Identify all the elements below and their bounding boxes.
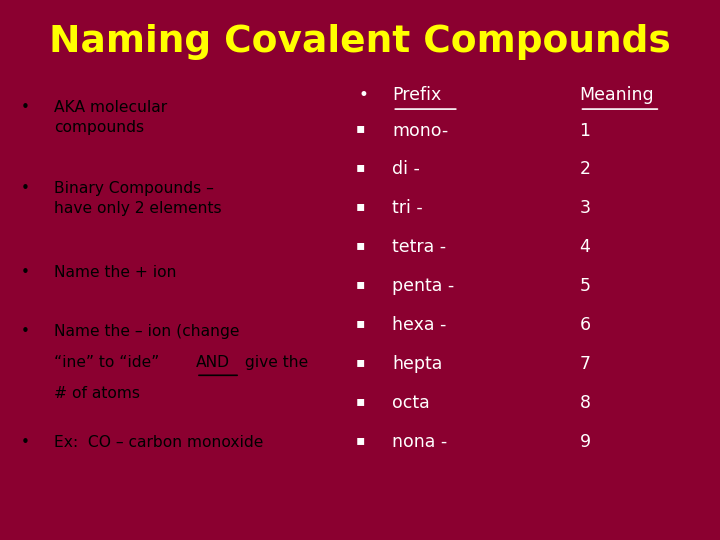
Text: di -: di -	[392, 160, 420, 178]
Text: hexa -: hexa -	[392, 316, 447, 334]
Text: •: •	[21, 100, 30, 115]
Text: Ex:  CO – carbon monoxide: Ex: CO – carbon monoxide	[54, 435, 264, 450]
Text: give the: give the	[240, 355, 308, 370]
Text: 3: 3	[580, 199, 590, 217]
Text: ▪: ▪	[355, 394, 365, 408]
Text: Meaning: Meaning	[580, 86, 654, 104]
Text: mono-: mono-	[392, 122, 449, 139]
Text: tetra -: tetra -	[392, 238, 446, 256]
Text: ▪: ▪	[355, 160, 365, 174]
Text: ▪: ▪	[355, 433, 365, 447]
Text: penta -: penta -	[392, 277, 454, 295]
Text: nona -: nona -	[392, 433, 448, 450]
Text: AND: AND	[196, 355, 230, 370]
Text: 4: 4	[580, 238, 590, 256]
Text: “ine” to “ide”: “ine” to “ide”	[54, 355, 164, 370]
Text: Prefix: Prefix	[392, 86, 441, 104]
Text: •: •	[21, 435, 30, 450]
Text: ▪: ▪	[355, 277, 365, 291]
Text: ▪: ▪	[355, 316, 365, 330]
Text: ▪: ▪	[355, 355, 365, 369]
Text: Name the + ion: Name the + ion	[54, 265, 176, 280]
Text: tri -: tri -	[392, 199, 423, 217]
Text: ▪: ▪	[355, 199, 365, 213]
Text: 2: 2	[580, 160, 590, 178]
Text: •: •	[21, 324, 30, 339]
Text: # of atoms: # of atoms	[54, 386, 140, 401]
Text: 9: 9	[580, 433, 590, 450]
Text: 1: 1	[580, 122, 590, 139]
Text: 8: 8	[580, 394, 590, 411]
Text: 6: 6	[580, 316, 590, 334]
Text: •: •	[21, 265, 30, 280]
Text: AKA molecular
compounds: AKA molecular compounds	[54, 100, 167, 136]
Text: •: •	[359, 86, 369, 104]
Text: Binary Compounds –
have only 2 elements: Binary Compounds – have only 2 elements	[54, 181, 222, 217]
Text: 7: 7	[580, 355, 590, 373]
Text: octa: octa	[392, 394, 430, 411]
Text: hepta: hepta	[392, 355, 443, 373]
Text: 5: 5	[580, 277, 590, 295]
Text: •: •	[21, 181, 30, 196]
Text: ▪: ▪	[355, 122, 365, 136]
Text: ▪: ▪	[355, 238, 365, 252]
Text: Naming Covalent Compounds: Naming Covalent Compounds	[49, 24, 671, 60]
Text: Name the – ion (change: Name the – ion (change	[54, 324, 240, 339]
